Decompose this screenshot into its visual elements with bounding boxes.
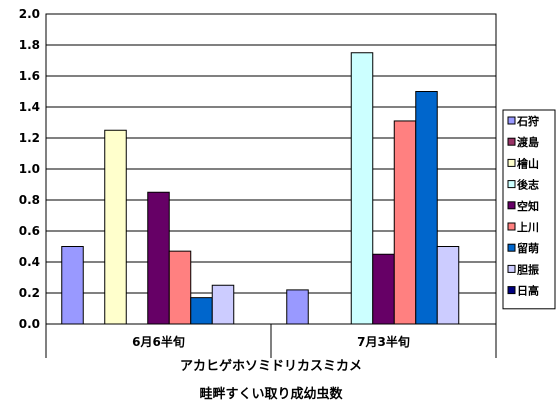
bar-4-0 bbox=[147, 191, 170, 325]
y-tick-label: 1.4 bbox=[19, 100, 40, 114]
legend-label: 上川 bbox=[517, 220, 539, 234]
legend-label: 檜山 bbox=[517, 156, 539, 170]
bars bbox=[61, 52, 460, 325]
legend-swatch bbox=[507, 137, 516, 146]
bar-2-0 bbox=[104, 129, 127, 325]
legend-swatch bbox=[507, 264, 516, 273]
legend-label: 渡島 bbox=[517, 135, 539, 149]
y-tick-label: 2.0 bbox=[19, 7, 40, 21]
legend-swatch bbox=[507, 286, 516, 295]
bar-0-0 bbox=[61, 246, 84, 325]
bar-5-1 bbox=[393, 120, 417, 325]
bar-7-1 bbox=[436, 246, 460, 325]
bar-7-0 bbox=[211, 284, 235, 325]
bar-0-1 bbox=[286, 289, 309, 325]
bar-6-1 bbox=[415, 91, 438, 325]
legend-swatch bbox=[507, 243, 516, 252]
y-tick-label: 0.6 bbox=[19, 224, 40, 238]
xlabel-line-2: 畦畔すくい取り成幼虫数 bbox=[199, 386, 343, 402]
legend-label: 後志 bbox=[517, 178, 539, 192]
y-tick-label: 0.4 bbox=[19, 255, 40, 269]
bar-6-0 bbox=[190, 297, 213, 325]
legend-label: 日高 bbox=[517, 284, 539, 298]
legend-swatch bbox=[507, 158, 516, 167]
y-tick-label: 1.0 bbox=[19, 162, 40, 176]
y-tick-label: 0.2 bbox=[19, 286, 40, 300]
bar-4-1 bbox=[372, 253, 395, 325]
y-tick-label: 0.8 bbox=[19, 193, 40, 207]
legend-swatch bbox=[507, 180, 516, 189]
legend-label: 留萌 bbox=[517, 241, 539, 255]
y-axis: 0.0 0.2 0.4 0.6 0.8 1.0 1.2 1.4 1.6 1.8 2.0 bbox=[19, 7, 40, 331]
bar-3-1 bbox=[350, 52, 374, 325]
legend-label: 石狩 bbox=[516, 114, 539, 128]
x-category-label: 6月6半旬 bbox=[132, 334, 185, 349]
x-axis: 6月6半旬 7月3半旬 bbox=[45, 324, 497, 358]
y-tick-label: 1.8 bbox=[19, 38, 40, 52]
x-category-label: 7月3半旬 bbox=[357, 334, 410, 349]
legend-label: 空知 bbox=[517, 199, 539, 213]
y-tick-label: 1.2 bbox=[19, 131, 40, 145]
legend-swatch bbox=[507, 116, 516, 125]
plot-border bbox=[45, 13, 497, 325]
legend-swatch bbox=[507, 201, 516, 210]
y-tick-label: 1.6 bbox=[19, 69, 40, 83]
xlabel-line-1: アカヒゲホソミドリカスミカメ bbox=[180, 358, 362, 374]
legend-swatch bbox=[507, 222, 516, 231]
bar-5-0 bbox=[168, 250, 192, 325]
legend-label: 胆振 bbox=[517, 262, 539, 276]
y-tick-label: 0.0 bbox=[19, 317, 40, 331]
